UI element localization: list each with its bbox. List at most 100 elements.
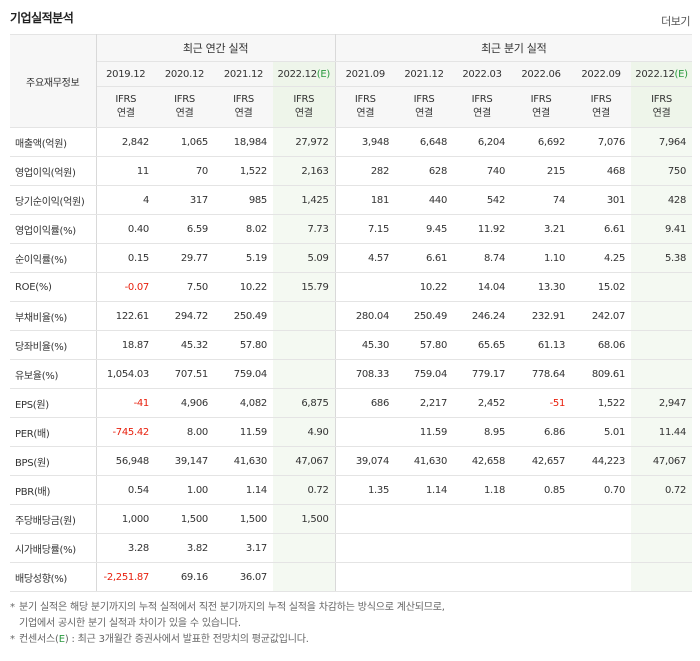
table-cell: 4,906: [155, 388, 214, 418]
table-cell: 0.70: [571, 475, 632, 505]
table-cell: 3.82: [155, 533, 214, 563]
table-cell: 6.86: [511, 417, 572, 447]
table-row: PER(배) -745.42 8.00 11.59 4.90 11.59 8.95 6.86 5…: [10, 417, 693, 447]
table-cell: [631, 272, 693, 302]
table-cell: 0.40: [96, 214, 155, 244]
period-label: 2021.09: [345, 68, 386, 80]
row-label: BPS(원): [10, 446, 97, 476]
table-row: 주당배당금(원) 1,000 1,500 1,500 1,500: [10, 504, 693, 534]
consolidated-label: 연결: [415, 108, 433, 119]
table-cell: 1.00: [155, 475, 214, 505]
table-cell: 542: [453, 185, 512, 215]
row-label: 영업이익(억원): [10, 156, 97, 186]
table-cell: 65.65: [453, 330, 512, 360]
quarterly-group-header: 최근 분기 실적: [335, 34, 693, 62]
table-cell: 1,522: [571, 388, 632, 418]
table-cell: [273, 533, 336, 563]
ifrs-label: IFRS: [115, 94, 137, 105]
table-cell: 628: [395, 156, 454, 186]
table-cell: [395, 504, 454, 534]
table-cell: 6,692: [511, 127, 572, 157]
table-row: 당기순이익(억원) 4 317 985 1,425 181 440 542 74 301 428: [10, 185, 693, 215]
table-cell: [395, 562, 454, 592]
ifrs-header: IFRS 연결: [155, 86, 214, 128]
table-cell: 57.80: [395, 330, 454, 360]
table-cell: 6,875: [273, 388, 336, 418]
table-cell: 7.73: [273, 214, 336, 244]
table-cell: [511, 533, 572, 563]
table-row: 매출액(억원) 2,842 1,065 18,984 27,972 3,948 6,648 6…: [10, 127, 693, 157]
row-label: EPS(원): [10, 388, 97, 418]
table-cell: [273, 301, 336, 331]
period-header: 2021.12: [214, 61, 273, 87]
table-cell: 232.91: [511, 301, 572, 331]
table-cell: 246.24: [453, 301, 512, 331]
table-cell: 5.19: [214, 243, 273, 273]
table-cell: 1,522: [214, 156, 273, 186]
consolidated-label: 연결: [532, 108, 550, 119]
table-cell: 36.07: [214, 562, 273, 592]
table-cell: 44,223: [571, 446, 632, 476]
table-cell: 45.30: [335, 330, 396, 360]
section-title: 기업실적분석: [10, 11, 74, 25]
table-cell: 8.02: [214, 214, 273, 244]
ifrs-label: IFRS: [651, 94, 672, 105]
table-cell: [273, 359, 336, 389]
footnote-consensus: * 컨센서스(E) : 최근 3개월간 증권사에서 발표한 전망치의 평균값입니…: [10, 632, 690, 648]
table-cell: 440: [395, 185, 454, 215]
table-cell: 779.17: [453, 359, 512, 389]
table-cell: 5.09: [273, 243, 336, 273]
table-cell: 61.13: [511, 330, 572, 360]
table-cell: 41,630: [214, 446, 273, 476]
table-cell: 1,000: [96, 504, 155, 534]
table-cell: 740: [453, 156, 512, 186]
annual-group-header: 최근 연간 실적: [96, 34, 336, 62]
table-cell: [631, 504, 693, 534]
table-cell: 7.15: [335, 214, 396, 244]
ifrs-header: IFRS 연결: [395, 86, 454, 128]
period-header: 2022.12(E): [273, 61, 336, 87]
row-label: 당좌비율(%): [10, 330, 97, 360]
table-cell: 1.35: [335, 475, 396, 505]
bullet-mark: *: [10, 634, 15, 645]
bullet-mark: *: [10, 602, 15, 613]
period-label: 2022.12: [635, 68, 675, 80]
table-cell: 181: [335, 185, 396, 215]
table-cell: 215: [511, 156, 572, 186]
table-cell: 45.32: [155, 330, 214, 360]
table-cell: 18.87: [96, 330, 155, 360]
table-cell: [395, 533, 454, 563]
table-cell: 0.72: [273, 475, 336, 505]
table-cell: 42,657: [511, 446, 572, 476]
table-cell: 69.16: [155, 562, 214, 592]
financial-table: 주요재무정보 최근 연간 실적 최근 분기 실적 2019.12 2020.12 2021…: [10, 34, 693, 592]
table-cell: 56,948: [96, 446, 155, 476]
table-cell: 5.38: [631, 243, 693, 273]
period-header: 2020.12: [155, 61, 214, 87]
table-row: 영업이익(억원) 11 70 1,522 2,163 282 628 740 215 468 750: [10, 156, 693, 186]
table-cell: [335, 417, 396, 447]
table-row: EPS(원) -41 4,906 4,082 6,875 686 2,217 2,452 -51…: [10, 388, 693, 418]
table-row: ROE(%) -0.07 7.50 10.22 15.79 10.22 14.04 13.30…: [10, 272, 693, 302]
table-cell: 317: [155, 185, 214, 215]
table-cell: 1,500: [214, 504, 273, 534]
period-header: 2019.12: [96, 61, 155, 87]
more-link[interactable]: 더보기: [661, 15, 690, 28]
table-cell: 3.17: [214, 533, 273, 563]
table-cell: [631, 533, 693, 563]
table-cell: 42,658: [453, 446, 512, 476]
table-cell: 708.33: [335, 359, 396, 389]
table-cell: 1,054.03: [96, 359, 155, 389]
table-cell: -2,251.87: [96, 562, 155, 592]
estimate-mark: (E): [316, 68, 331, 80]
consolidated-label: 연결: [652, 108, 671, 119]
table-row: 당좌비율(%) 18.87 45.32 57.80 45.30 57.80 65.65 61.…: [10, 330, 693, 360]
table-cell: 750: [631, 156, 693, 186]
period-label: 2022.12: [277, 68, 318, 80]
table-cell: 11.92: [453, 214, 512, 244]
row-label: 순이익률(%): [10, 243, 97, 273]
table-cell: 1,500: [273, 504, 336, 534]
table-cell: [571, 533, 632, 563]
table-cell: 39,147: [155, 446, 214, 476]
period-label: 2022.09: [581, 68, 621, 80]
